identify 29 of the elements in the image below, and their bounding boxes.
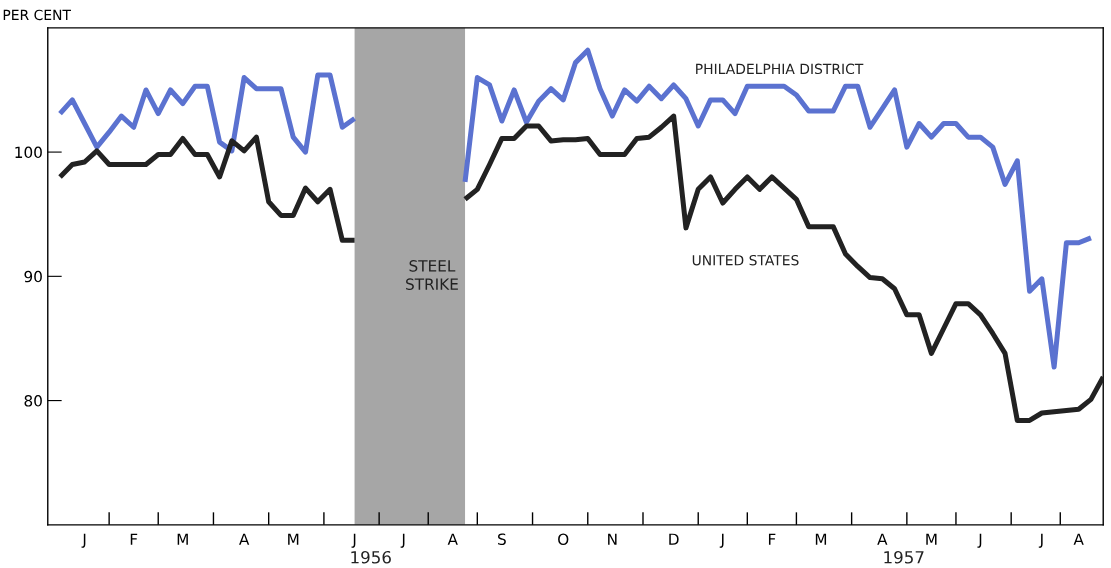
x-tick-label: O [558,533,569,545]
text: 1957 [884,550,924,564]
y-axis-title: PER CENT [3,9,71,21]
x-tick-label: J [81,533,86,548]
x-tick-label: A [239,533,250,545]
x-tick-label: J [977,533,982,548]
x-tick-label: M [177,533,188,545]
x-tick-label: J [719,533,724,548]
x-tick-label: J [400,533,405,548]
series-label: PHILADELPHIA DISTRICT [696,63,864,75]
x-tick-label: M [288,533,299,545]
x-tick-label: J [351,533,356,548]
x-tick-label: N [608,533,617,545]
text: 1956 [351,550,391,564]
x-tick-label: M [926,533,937,545]
y-tick-label: 80 [24,395,42,407]
text: UNITED STATES [692,254,799,266]
annotation: STEEL STRIKE [406,260,458,290]
x-tick-label: J [1038,533,1043,548]
x-tick-label: A [447,533,458,545]
x-tick-label: S [498,533,506,545]
x-tick-label: D [669,533,679,545]
x-tick-label: A [877,533,888,545]
x-tick-label: F [768,533,776,545]
y-tick-label: 100 [15,146,42,159]
x-tick-label: A [1073,533,1084,545]
x-tick-label: F [130,533,138,545]
y-tick-label: 90 [24,270,42,283]
x-tick-label: M [815,533,827,545]
